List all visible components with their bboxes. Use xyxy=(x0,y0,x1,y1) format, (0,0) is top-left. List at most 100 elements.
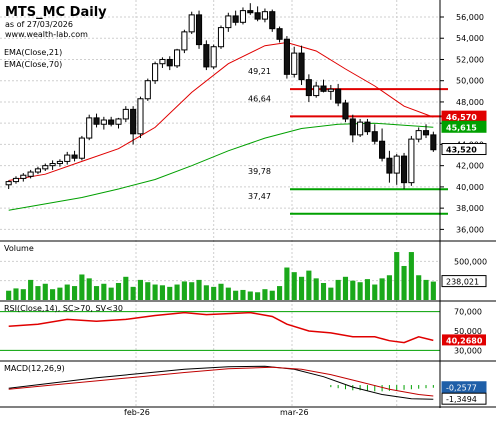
volume-bar xyxy=(20,289,26,300)
candle-body xyxy=(349,118,356,136)
ema70-line xyxy=(8,122,434,211)
volume-bar xyxy=(255,292,261,300)
volume-bar xyxy=(284,267,290,300)
source-site: www.wealth-lab.com xyxy=(5,30,88,39)
volume-bar xyxy=(108,287,114,300)
candle-body xyxy=(327,88,334,92)
candle-body xyxy=(217,27,225,48)
ema-lines xyxy=(8,41,434,211)
price-badge-label-0: 46,570 xyxy=(446,113,477,122)
candle-body xyxy=(393,155,400,174)
volume-bar xyxy=(386,275,392,300)
price-tick-label: 48,000 xyxy=(456,98,484,107)
rsi-tick-label: 70,000 xyxy=(454,308,482,317)
volume-bar xyxy=(328,287,334,300)
volume-bar xyxy=(298,276,305,300)
macd-label: MACD(12,26,9) xyxy=(4,364,65,373)
volume-bar xyxy=(364,279,371,300)
candle-body xyxy=(166,58,173,67)
volume-bar xyxy=(13,288,19,300)
volume-bar xyxy=(313,278,319,300)
volume-bar xyxy=(28,279,34,300)
candle-body xyxy=(195,14,203,46)
candle-body xyxy=(137,98,144,135)
rsi-label: RSI(Close,14), SC>70, SV<30 xyxy=(4,304,123,313)
candle-body xyxy=(408,138,415,184)
volume-bar xyxy=(218,283,224,300)
volume-bar xyxy=(408,252,414,300)
volume-bar xyxy=(306,270,312,300)
volume-bar xyxy=(79,274,85,300)
volume-bar xyxy=(269,290,275,300)
candle-body xyxy=(335,88,342,104)
price-levels: 49,21 46,64 39,78 37,47 xyxy=(248,67,448,215)
volume-bar xyxy=(335,279,341,300)
candle-body xyxy=(283,38,290,75)
volume-label: Volume xyxy=(4,244,34,253)
volume-bar xyxy=(240,289,246,300)
candle-body xyxy=(159,58,166,65)
volume-bar xyxy=(247,291,253,300)
axes: 56,00054,00052,00050,00048,00046,00044,0… xyxy=(0,0,496,408)
candle-body xyxy=(144,80,151,100)
volume-bar xyxy=(145,282,151,300)
volume-last-badge xyxy=(441,275,487,288)
rsi-last-badge xyxy=(442,334,486,346)
price-badge-2 xyxy=(441,143,487,156)
ema21-line xyxy=(8,41,434,181)
rsi-last-label: 40,2680 xyxy=(446,336,483,345)
candle-body xyxy=(342,102,349,120)
candle-body xyxy=(386,157,393,174)
volume-bar xyxy=(291,272,297,300)
volume-bar xyxy=(430,281,436,300)
volume-bar xyxy=(101,283,107,300)
candle-body xyxy=(27,171,34,177)
candle-body xyxy=(12,177,20,183)
candle-body xyxy=(56,160,63,165)
price-tick-label: 38,000 xyxy=(456,204,484,213)
volume-bar xyxy=(86,278,92,300)
candle-body xyxy=(430,134,437,151)
volume-bar xyxy=(57,287,63,300)
level-label-0: 49,21 xyxy=(248,67,271,76)
candle-body xyxy=(371,131,378,142)
macd-tick-label: -1,3494 xyxy=(446,395,477,404)
candle-body xyxy=(291,52,298,75)
price-badge-label-2: 43,520 xyxy=(446,146,477,155)
volume-bar xyxy=(115,282,122,300)
candle-body xyxy=(305,79,312,97)
volume-bar xyxy=(93,286,100,300)
candle-body xyxy=(254,12,261,20)
candle-body xyxy=(379,140,386,159)
rsi-line xyxy=(8,311,434,344)
volume-bar xyxy=(372,284,378,300)
candle-body xyxy=(239,10,247,23)
price-tick-label: 52,000 xyxy=(456,55,484,64)
candle-body xyxy=(364,121,371,133)
volume-bar xyxy=(262,289,268,300)
volume-bar xyxy=(159,285,165,300)
volume-bar xyxy=(152,284,158,300)
volume-bar xyxy=(350,280,356,300)
candle-body xyxy=(357,121,364,136)
candle-body xyxy=(42,165,49,170)
volume-bar xyxy=(196,279,202,300)
volume-bar xyxy=(320,282,327,300)
volume-bar xyxy=(130,286,136,300)
volume-bar xyxy=(203,285,209,300)
macd-signal-line xyxy=(8,366,434,397)
candle-body xyxy=(203,44,210,68)
labels: MTS_MC Daily as of 27/03/2026 www.wealth… xyxy=(4,5,309,417)
rsi-tick-label: 50,000 xyxy=(454,327,482,336)
volume-bar xyxy=(233,290,239,300)
as-of-date: as of 27/03/2026 xyxy=(5,20,73,29)
volume-bar xyxy=(35,286,41,300)
volume-bar xyxy=(137,279,144,300)
volume-bar xyxy=(167,286,173,300)
level-label-3: 37,47 xyxy=(248,192,271,201)
volume-bar xyxy=(189,282,195,300)
volume-bar xyxy=(342,276,349,300)
candle-body xyxy=(34,168,42,173)
candle-body xyxy=(130,108,137,135)
